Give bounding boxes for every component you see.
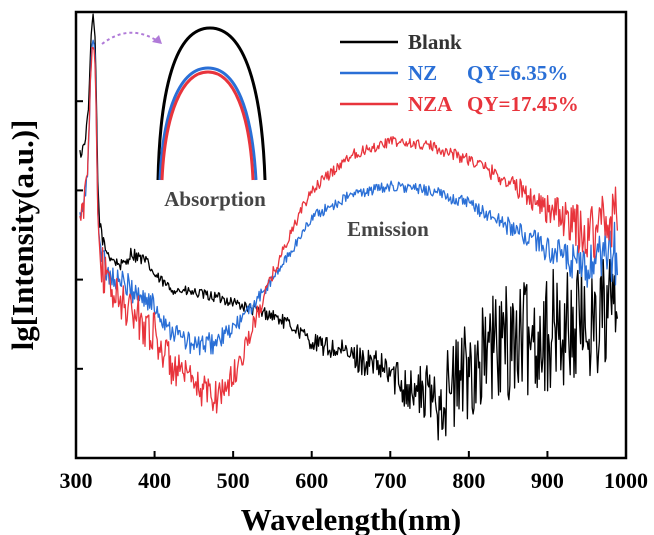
legend-qy-nz: QY=6.35% bbox=[467, 61, 568, 85]
dotted-arrow-head bbox=[152, 35, 162, 44]
legend: Blank NZ QY=6.35% NZA QY=17.45% bbox=[340, 30, 579, 116]
x-tick-label-700: 700 bbox=[374, 468, 407, 493]
x-tick-label-300: 300 bbox=[60, 468, 93, 493]
legend-qy-nza: QY=17.45% bbox=[467, 92, 579, 116]
legend-label-nz: NZ bbox=[408, 61, 437, 85]
y-axis-title: lg[Intensity(a.u.)] bbox=[5, 120, 40, 351]
inset-curve-nz bbox=[158, 66, 258, 181]
series-layer bbox=[79, 13, 619, 441]
x-tick-label-1000: 1000 bbox=[604, 468, 648, 493]
ticks-layer: 300 400 500 600 700 800 900 1000 bbox=[60, 100, 648, 493]
absorption-annotation: Absorption bbox=[164, 187, 266, 211]
legend-label-blank: Blank bbox=[408, 30, 462, 54]
inset-curve-blank bbox=[156, 26, 267, 181]
series-line-nz bbox=[79, 39, 619, 356]
inset-curve-nza bbox=[160, 70, 255, 181]
x-tick-label-800: 800 bbox=[452, 468, 485, 493]
dotted-arrow bbox=[101, 31, 163, 45]
x-tick-label-600: 600 bbox=[295, 468, 328, 493]
series-line-nza bbox=[79, 46, 619, 414]
emission-annotation: Emission bbox=[347, 217, 429, 241]
x-tick-label-400: 400 bbox=[138, 468, 171, 493]
x-tick-label-500: 500 bbox=[217, 468, 250, 493]
x-axis-title: Wavelength(nm) bbox=[241, 502, 461, 535]
plot-frame bbox=[74, 10, 628, 460]
x-tick-label-900: 900 bbox=[531, 468, 564, 493]
legend-label-nza: NZA bbox=[408, 92, 453, 116]
series-line-blank bbox=[79, 13, 619, 441]
absorption-inset: Absorption bbox=[101, 26, 267, 211]
